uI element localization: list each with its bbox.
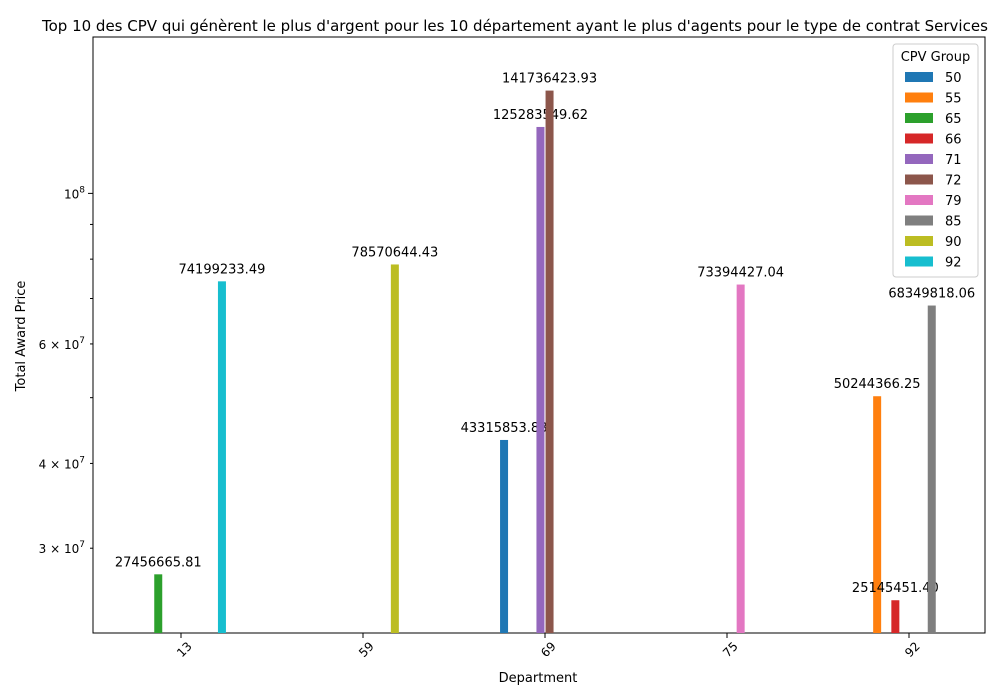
legend-swatch-92	[905, 256, 933, 267]
x-tick-label-75: 75	[720, 639, 741, 660]
legend-swatch-71	[905, 154, 933, 164]
y-axis-label: Total Award Price	[14, 281, 29, 393]
bar-79-75	[736, 284, 745, 633]
y-tick-label-0: 3 × 107	[39, 540, 85, 556]
legend-label-90: 90	[945, 235, 962, 250]
bar-50-69	[500, 439, 509, 633]
data-label-79-75: 73394427.04	[697, 266, 784, 281]
data-label-71-69: 125283549.62	[493, 108, 588, 123]
legend-label-79: 79	[945, 194, 962, 209]
data-label-92-13: 74199233.49	[179, 262, 266, 277]
x-axis-label: Department	[499, 671, 578, 686]
bar-72-69	[545, 90, 554, 633]
data-label-90-59: 78570644.43	[351, 245, 438, 260]
bar-55-92	[873, 396, 882, 633]
bar-85-92	[927, 305, 936, 633]
y-tick-label-3: 108	[64, 185, 85, 201]
bar-66-92	[891, 600, 900, 633]
legend-label-66: 66	[945, 133, 962, 148]
legend-label-55: 55	[945, 92, 962, 107]
bar-65-13	[154, 574, 163, 633]
y-tick-label-1: 4 × 107	[39, 455, 85, 471]
data-label-66-92: 25145451.40	[852, 581, 939, 596]
x-tick-label-59: 59	[356, 639, 377, 660]
legend-label-50: 50	[945, 71, 962, 86]
legend-swatch-55	[905, 92, 933, 103]
plot-area: 3 × 107 4 × 107 6 × 107 108 13 59 69 75 92 433158…	[39, 36, 986, 660]
data-label-85-92: 68349818.06	[888, 287, 975, 302]
legend-swatch-65	[905, 113, 933, 123]
legend-title: CPV Group	[901, 50, 971, 65]
legend-swatch-90	[905, 236, 933, 246]
legend-swatch-85	[905, 215, 933, 226]
bar-71-69	[536, 126, 545, 633]
chart-title: Top 10 des CPV qui génèrent le plus d'ar…	[41, 17, 988, 35]
bar-92-13	[217, 281, 226, 633]
legend-label-85: 85	[945, 215, 962, 230]
legend-label-65: 65	[945, 112, 962, 127]
legend-swatch-79	[905, 195, 933, 205]
legend-swatch-66	[905, 133, 933, 144]
bar-90-59	[390, 264, 399, 633]
legend-label-71: 71	[945, 153, 962, 168]
x-tick-label-69: 69	[538, 639, 559, 660]
data-label-50-69: 43315853.83	[461, 421, 548, 436]
y-tick-label-2: 6 × 107	[39, 336, 85, 352]
data-label-65-13: 27456665.81	[115, 555, 202, 570]
data-label-72-69: 141736423.93	[502, 72, 597, 87]
legend-label-72: 72	[945, 174, 962, 189]
legend-label-92: 92	[945, 256, 962, 271]
legend: CPV Group 50 55 65 66 71 72 79 85 90 92	[892, 43, 979, 278]
data-label-55-92: 50244366.25	[834, 377, 921, 392]
legend-swatch-50	[905, 72, 933, 82]
legend-swatch-72	[905, 174, 933, 185]
x-tick-label-13: 13	[174, 639, 195, 660]
x-tick-label-92: 92	[902, 639, 923, 660]
